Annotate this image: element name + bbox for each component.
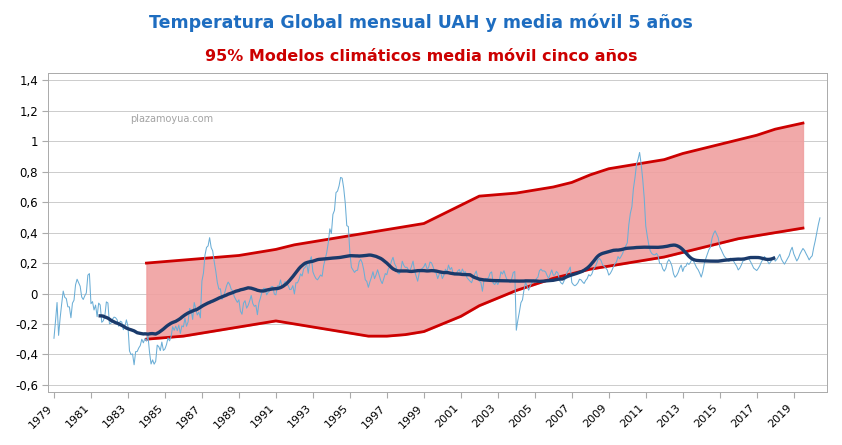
Text: 95% Modelos climáticos media móvil cinco años: 95% Modelos climáticos media móvil cinco… [205,49,637,64]
Text: plazamoyua.com: plazamoyua.com [131,114,213,125]
Text: Temperatura Global mensual UAH y media móvil 5 años: Temperatura Global mensual UAH y media m… [149,13,693,32]
